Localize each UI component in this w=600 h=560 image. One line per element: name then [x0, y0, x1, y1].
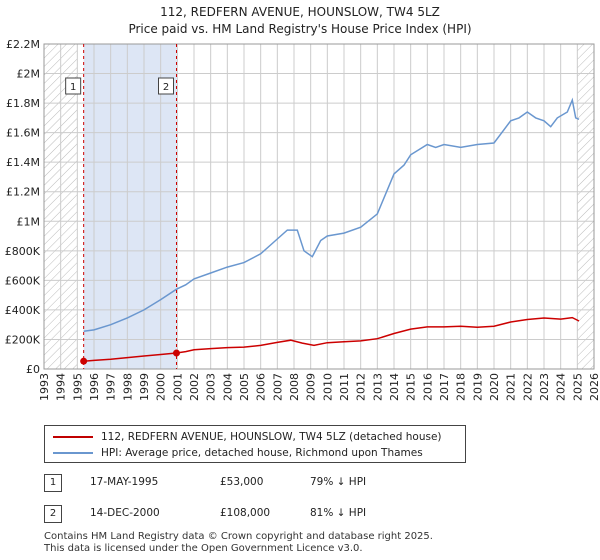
sale-point — [173, 349, 180, 357]
x-tick-label: 2011 — [338, 373, 351, 401]
x-tick-label: 2002 — [188, 373, 201, 401]
x-tick-label: 2010 — [321, 373, 334, 401]
sale-marker-box — [158, 77, 174, 95]
chart-title: 112, REDFERN AVENUE, HOUNSLOW, TW4 5LZ — [160, 5, 440, 19]
transaction-date: 17-MAY-1995 — [90, 476, 159, 488]
x-tick-label: 2008 — [288, 373, 301, 401]
transaction-number: 1 — [44, 474, 62, 492]
x-tick-label: 2019 — [471, 373, 484, 401]
y-tick-label: £1M — [17, 215, 41, 228]
transaction-hpi-diff: 79% ↓ HPI — [310, 476, 367, 488]
x-tick-label: 1995 — [71, 373, 84, 401]
x-tick-label: 1998 — [121, 373, 134, 401]
x-tick-label: 2000 — [155, 373, 168, 401]
legend-swatch-hpi — [53, 452, 93, 454]
legend-swatch-price-paid — [53, 436, 93, 438]
hpi-line — [83, 97, 580, 333]
x-tick-label: 2004 — [221, 373, 234, 401]
hatch-region-end — [577, 44, 594, 369]
y-tick-label: £1.6M — [6, 127, 40, 140]
transaction-date: 14-DEC-2000 — [90, 507, 160, 519]
x-tick-label: 2015 — [405, 373, 418, 401]
x-tick-label: 1999 — [138, 373, 151, 401]
chart-subtitle: Price paid vs. HM Land Registry's House … — [128, 22, 472, 36]
transaction-price: £53,000 — [220, 476, 264, 488]
y-tick-label: £1.8M — [6, 97, 40, 110]
transaction-hpi-diff: 81% ↓ HPI — [310, 507, 367, 519]
sale-point — [80, 357, 88, 365]
sale-marker-label: 1 — [70, 82, 76, 93]
y-tick-label: £400K — [5, 304, 41, 317]
x-tick-label: 2023 — [538, 373, 551, 401]
x-tick-label: 2026 — [588, 373, 600, 401]
x-tick-label: 1994 — [55, 373, 68, 401]
x-tick-label: 2021 — [505, 373, 518, 401]
sale-marker-box — [65, 77, 82, 95]
y-tick-label: £0 — [26, 363, 40, 376]
price-paid-line — [83, 316, 580, 362]
x-tick-label: 2025 — [571, 373, 584, 401]
x-tick-label: 1993 — [38, 373, 51, 401]
sale-marker-label: 2 — [163, 82, 169, 93]
legend-label-price-paid: 112, REDFERN AVENUE, HOUNSLOW, TW4 5LZ (… — [101, 431, 442, 443]
y-tick-label: £600K — [5, 274, 41, 287]
x-tick-label: 2013 — [371, 373, 384, 401]
y-tick-label: £1.4M — [6, 156, 40, 169]
x-tick-label: 1997 — [105, 373, 118, 401]
y-tick-label: £800K — [5, 245, 41, 258]
transaction-price: £108,000 — [220, 507, 271, 519]
x-tick-label: 2020 — [488, 373, 501, 401]
x-tick-label: 2012 — [355, 373, 368, 401]
x-tick-label: 2001 — [171, 373, 184, 401]
legend-item-price-paid: 112, REDFERN AVENUE, HOUNSLOW, TW4 5LZ (… — [53, 430, 442, 444]
y-tick-label: £2M — [17, 68, 41, 81]
x-tick-label: 2014 — [388, 373, 401, 401]
x-tick-label: 2016 — [421, 373, 434, 401]
x-tick-label: 2009 — [305, 373, 318, 401]
x-tick-label: 2006 — [255, 373, 268, 401]
y-tick-label: £200K — [5, 333, 41, 346]
y-tick-label: £2.2M — [6, 38, 40, 51]
legend-item-hpi: HPI: Average price, detached house, Rich… — [53, 446, 423, 460]
x-tick-label: 2003 — [205, 373, 218, 401]
plot-border — [43, 43, 595, 370]
x-tick-label: 2024 — [555, 373, 568, 401]
footer-licence: This data is licensed under the Open Gov… — [44, 543, 363, 554]
footer-copyright: Contains HM Land Registry data © Crown c… — [44, 531, 433, 542]
legend: 112, REDFERN AVENUE, HOUNSLOW, TW4 5LZ (… — [44, 425, 466, 463]
x-tick-label: 2005 — [238, 373, 251, 401]
x-tick-label: 2007 — [271, 373, 284, 401]
y-tick-label: £1.2M — [6, 186, 40, 199]
x-tick-label: 2017 — [438, 373, 451, 401]
legend-label-hpi: HPI: Average price, detached house, Rich… — [101, 447, 423, 459]
x-tick-label: 2022 — [521, 373, 534, 401]
x-tick-label: 1996 — [88, 373, 101, 401]
price-chart: £0 £200K £400K £600K £800K £1M £1.2M £1.4M £1.6M… — [5, 38, 600, 401]
transaction-number: 2 — [44, 505, 62, 523]
x-tick-label: 2018 — [455, 373, 468, 401]
